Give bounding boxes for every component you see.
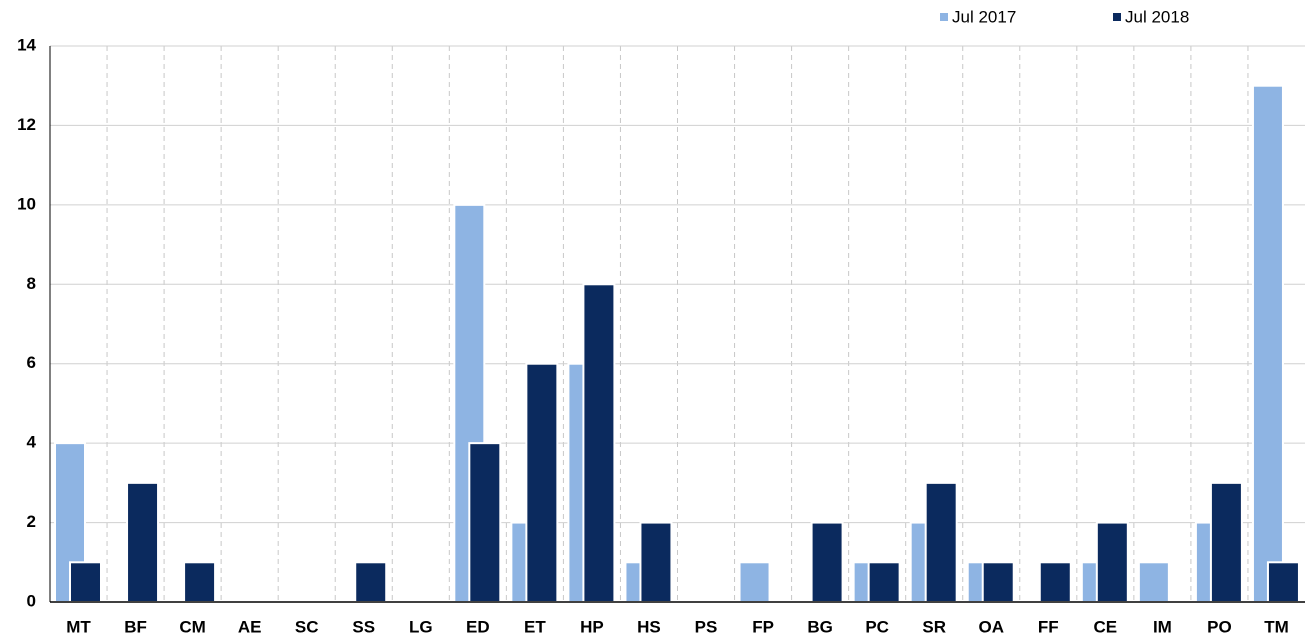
bar bbox=[525, 362, 559, 604]
x-tick-label: ED bbox=[466, 617, 490, 636]
y-tick-label: 10 bbox=[17, 194, 36, 213]
legend-label: Jul 2018 bbox=[1125, 7, 1189, 26]
legend-swatch bbox=[1113, 13, 1121, 21]
bar bbox=[639, 521, 673, 603]
bar bbox=[69, 561, 102, 603]
bar bbox=[981, 561, 1015, 603]
x-tick-label: TM bbox=[1264, 617, 1289, 636]
x-tick-label: HP bbox=[580, 617, 604, 636]
bar bbox=[1251, 84, 1284, 603]
bar bbox=[354, 561, 388, 603]
x-tick-label: HS bbox=[637, 617, 661, 636]
bar bbox=[1266, 561, 1300, 603]
x-tick-label: BF bbox=[124, 617, 147, 636]
bar bbox=[924, 481, 958, 604]
y-tick-label: 8 bbox=[27, 274, 36, 293]
x-tick-label: OA bbox=[979, 617, 1005, 636]
x-tick-label: SS bbox=[352, 617, 375, 636]
x-tick-label: AE bbox=[238, 617, 262, 636]
x-tick-label: MT bbox=[66, 617, 91, 636]
y-tick-label: 4 bbox=[27, 433, 37, 452]
y-tick-label: 14 bbox=[17, 35, 36, 54]
bar bbox=[1038, 561, 1072, 603]
x-tick-label: BG bbox=[807, 617, 833, 636]
bar bbox=[468, 442, 502, 603]
y-tick-label: 2 bbox=[27, 512, 36, 531]
bar bbox=[582, 283, 616, 603]
x-tick-label: CM bbox=[179, 617, 205, 636]
bar bbox=[810, 521, 844, 603]
legend-label: Jul 2017 bbox=[952, 7, 1016, 26]
x-tick-label: SC bbox=[295, 617, 319, 636]
x-tick-label: FF bbox=[1038, 617, 1059, 636]
x-tick-label: IM bbox=[1153, 617, 1172, 636]
y-tick-label: 6 bbox=[27, 353, 36, 372]
y-tick-label: 12 bbox=[17, 115, 36, 134]
x-tick-label: PS bbox=[695, 617, 718, 636]
x-tick-label: ET bbox=[524, 617, 546, 636]
x-tick-label: FP bbox=[752, 617, 774, 636]
x-tick-label: PC bbox=[865, 617, 889, 636]
bar bbox=[738, 561, 771, 603]
bar bbox=[1095, 521, 1129, 603]
bar bbox=[126, 481, 160, 604]
bar bbox=[1137, 561, 1170, 603]
y-tick-label: 0 bbox=[27, 591, 36, 610]
bar bbox=[183, 561, 217, 603]
legend-swatch bbox=[940, 13, 948, 21]
x-tick-label: LG bbox=[409, 617, 433, 636]
bar bbox=[867, 561, 901, 603]
bar bbox=[1209, 481, 1243, 604]
x-tick-label: SR bbox=[922, 617, 946, 636]
x-tick-label: PO bbox=[1207, 617, 1232, 636]
x-tick-label: CE bbox=[1094, 617, 1118, 636]
